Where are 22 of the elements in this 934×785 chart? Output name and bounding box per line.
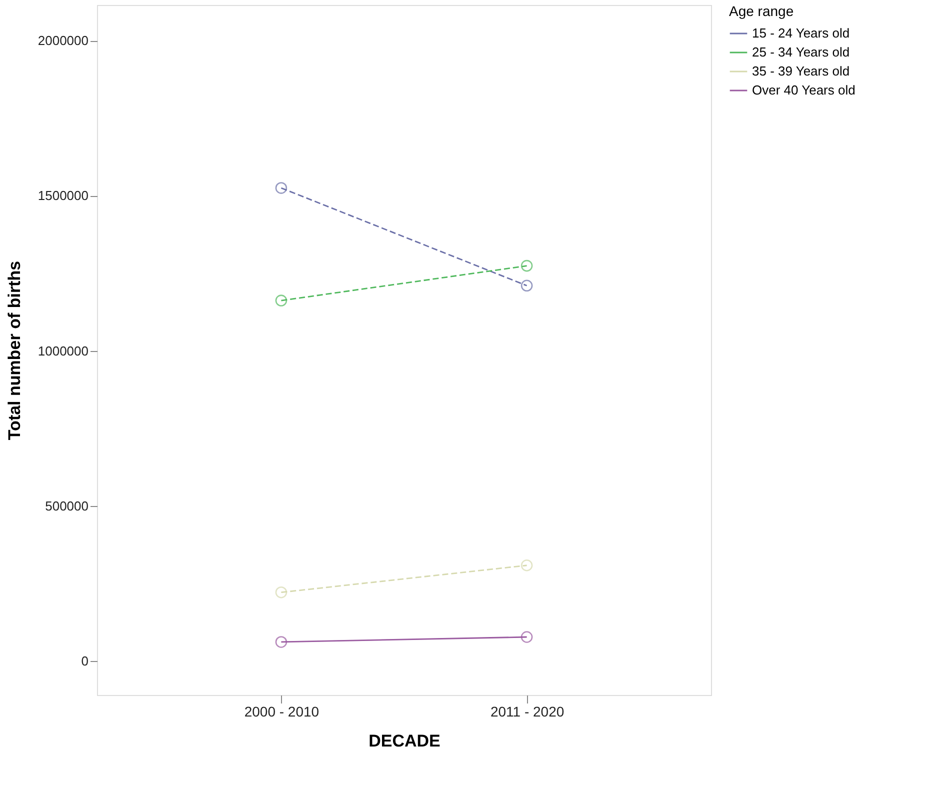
legend-title: Age range [729,3,794,19]
y-tick-label: 500000 [45,498,88,514]
point [520,280,533,292]
y-tick-label: 1500000 [38,188,88,204]
legend-label: 25 - 34 Years old [752,44,850,60]
legend-label: Over 40 Years old [752,82,856,98]
point [275,586,288,598]
point [275,294,288,306]
y-tick-label: 2000000 [38,33,88,48]
point [520,260,533,272]
point [520,559,533,572]
legend-label: 15 - 24 Years old [752,26,850,40]
y-axis-title: Total number of births [4,260,24,440]
point [275,182,288,194]
y-tick-label: 0 [81,653,88,668]
point [275,636,288,648]
point [520,631,533,643]
x-tick-label: 2000 - 2010 [244,704,320,720]
legend-label: 35 - 39 Years old [752,64,850,78]
y-tick-label: 1000000 [38,343,88,358]
x-axis-title: DECADE [368,732,440,750]
x-tick-label: 2011 - 2020 [490,704,564,720]
